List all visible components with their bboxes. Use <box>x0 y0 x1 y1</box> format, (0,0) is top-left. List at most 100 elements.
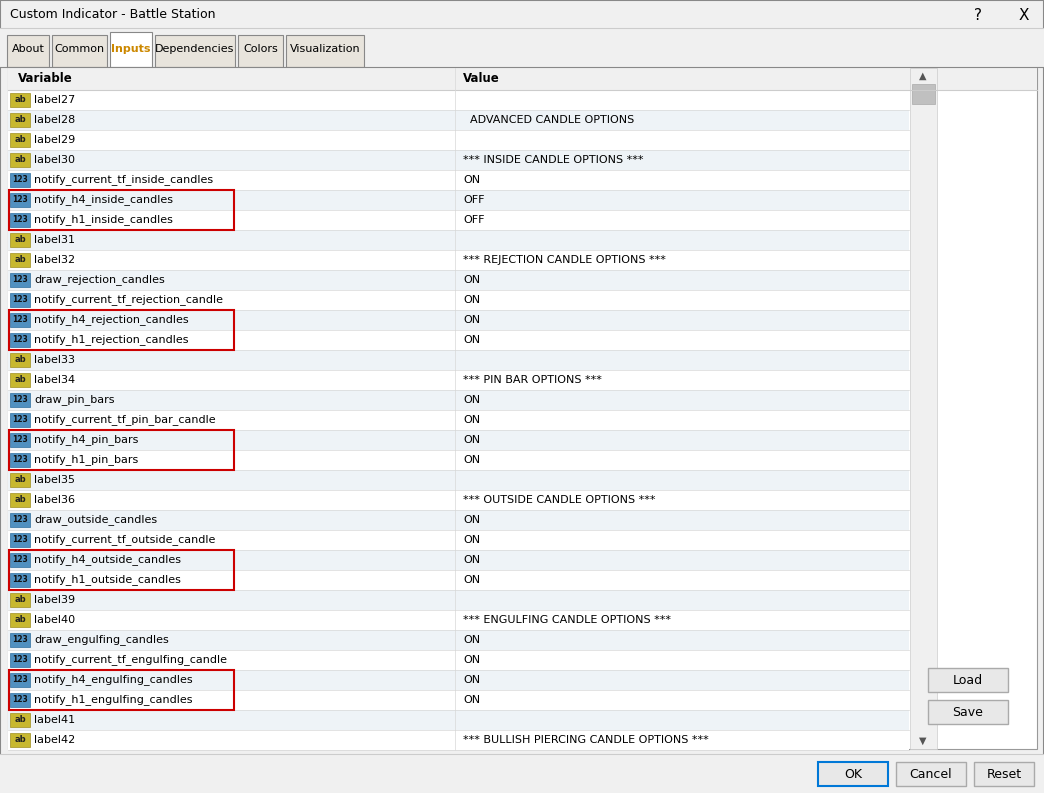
Bar <box>8 510 909 530</box>
Text: 123: 123 <box>13 396 28 404</box>
Bar <box>896 762 966 786</box>
Text: notify_h1_engulfing_candles: notify_h1_engulfing_candles <box>34 695 192 706</box>
Bar <box>8 150 909 170</box>
Bar <box>8 730 909 750</box>
Text: notify_h4_engulfing_candles: notify_h4_engulfing_candles <box>34 675 193 685</box>
Text: 123: 123 <box>13 676 28 684</box>
Text: label35: label35 <box>34 475 75 485</box>
Text: ab: ab <box>15 735 26 745</box>
Bar <box>10 313 30 327</box>
Bar <box>8 310 909 330</box>
Bar <box>10 513 30 527</box>
Bar <box>10 553 30 567</box>
Text: 123: 123 <box>13 316 28 324</box>
Text: notify_current_tf_engulfing_candle: notify_current_tf_engulfing_candle <box>34 654 227 665</box>
Bar <box>8 590 909 610</box>
Bar <box>10 193 30 207</box>
Text: Dependencies: Dependencies <box>156 44 235 54</box>
Text: label42: label42 <box>34 735 75 745</box>
Text: ON: ON <box>462 395 480 405</box>
Bar <box>10 133 30 147</box>
Text: 123: 123 <box>13 216 28 224</box>
Text: ab: ab <box>15 136 26 144</box>
Bar <box>10 333 30 347</box>
Bar <box>238 35 283 67</box>
Text: ▼: ▼ <box>920 736 927 746</box>
Bar <box>10 673 30 687</box>
Bar <box>974 762 1034 786</box>
Text: 123: 123 <box>13 455 28 465</box>
Bar <box>8 650 909 670</box>
Text: label28: label28 <box>34 115 75 125</box>
Bar <box>10 613 30 627</box>
Text: 123: 123 <box>13 335 28 344</box>
Text: Value: Value <box>462 72 500 86</box>
Text: label32: label32 <box>34 255 75 265</box>
Bar <box>155 35 235 67</box>
Text: ab: ab <box>15 116 26 125</box>
Bar <box>10 653 30 667</box>
Bar <box>10 713 30 727</box>
Bar <box>7 35 49 67</box>
Text: ON: ON <box>462 675 480 685</box>
Text: OFF: OFF <box>462 195 484 205</box>
Bar <box>8 690 909 710</box>
Text: label30: label30 <box>34 155 75 165</box>
Text: notify_h4_inside_candles: notify_h4_inside_candles <box>34 194 173 205</box>
Bar <box>928 668 1009 692</box>
Text: label29: label29 <box>34 135 75 145</box>
Text: Inputs: Inputs <box>112 44 150 54</box>
Text: Load: Load <box>953 673 983 687</box>
Text: notify_current_tf_outside_candle: notify_current_tf_outside_candle <box>34 534 215 546</box>
Text: Visualization: Visualization <box>289 44 360 54</box>
Bar <box>8 630 909 650</box>
Text: OK: OK <box>844 768 862 780</box>
Bar <box>8 670 909 690</box>
Bar <box>8 610 909 630</box>
Text: *** OUTSIDE CANDLE OPTIONS ***: *** OUTSIDE CANDLE OPTIONS *** <box>462 495 656 505</box>
Bar <box>8 390 909 410</box>
Text: Common: Common <box>54 44 104 54</box>
Bar <box>8 170 909 190</box>
Bar <box>10 253 30 267</box>
Text: ON: ON <box>462 315 480 325</box>
Text: 123: 123 <box>13 275 28 285</box>
Text: ab: ab <box>15 236 26 244</box>
Bar <box>10 533 30 547</box>
Text: ON: ON <box>462 515 480 525</box>
Bar <box>10 433 30 447</box>
Text: *** PIN BAR OPTIONS ***: *** PIN BAR OPTIONS *** <box>462 375 602 385</box>
Text: ON: ON <box>462 295 480 305</box>
Bar <box>8 490 909 510</box>
Text: label27: label27 <box>34 95 75 105</box>
Bar <box>8 470 909 490</box>
Bar <box>910 68 938 749</box>
Text: ab: ab <box>15 355 26 365</box>
Text: notify_h1_outside_candles: notify_h1_outside_candles <box>34 575 181 585</box>
Text: notify_current_tf_rejection_candle: notify_current_tf_rejection_candle <box>34 294 223 305</box>
Bar <box>10 693 30 707</box>
Text: draw_rejection_candles: draw_rejection_candles <box>34 274 165 285</box>
Text: Cancel: Cancel <box>909 768 952 780</box>
Bar <box>8 430 909 450</box>
Text: ab: ab <box>15 715 26 725</box>
Bar <box>10 733 30 747</box>
Text: ?: ? <box>974 9 982 24</box>
Bar <box>10 213 30 227</box>
Bar <box>10 293 30 307</box>
Bar <box>9 550 234 590</box>
Text: ON: ON <box>462 415 480 425</box>
Text: 123: 123 <box>13 175 28 185</box>
Text: X: X <box>1019 9 1029 24</box>
Bar <box>818 762 888 786</box>
Bar <box>8 570 909 590</box>
Bar <box>10 273 30 287</box>
Bar <box>928 700 1009 724</box>
Text: ab: ab <box>15 155 26 164</box>
Text: label34: label34 <box>34 375 75 385</box>
Bar <box>912 84 935 104</box>
Text: ADVANCED CANDLE OPTIONS: ADVANCED CANDLE OPTIONS <box>462 115 635 125</box>
Bar <box>52 35 106 67</box>
Bar <box>8 68 1037 90</box>
Text: 123: 123 <box>13 576 28 584</box>
